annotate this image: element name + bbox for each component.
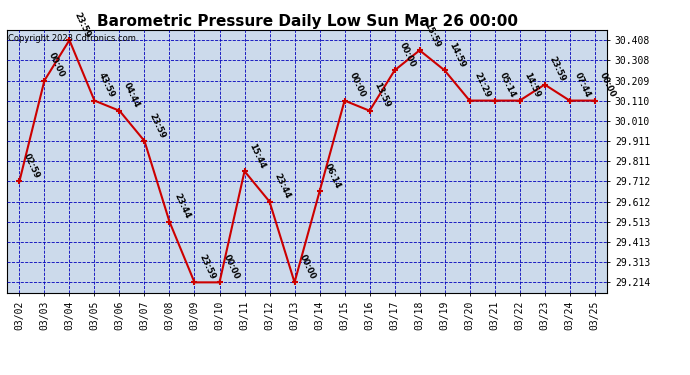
Text: 04:44: 04:44	[122, 81, 141, 110]
Text: 15:44: 15:44	[247, 142, 267, 170]
Text: 21:29: 21:29	[473, 71, 492, 99]
Text: 23:59: 23:59	[72, 11, 92, 39]
Text: 43:59: 43:59	[97, 71, 117, 99]
Text: 23:44: 23:44	[172, 192, 192, 220]
Text: 00:00: 00:00	[47, 51, 66, 79]
Text: 13:59: 13:59	[373, 81, 392, 110]
Text: 23:59: 23:59	[147, 112, 167, 140]
Text: 07:44: 07:44	[573, 71, 592, 99]
Text: 02:59: 02:59	[22, 152, 41, 180]
Text: 00:00: 00:00	[297, 253, 317, 281]
Text: 05:14: 05:14	[497, 71, 517, 99]
Text: Copyright 2023 Cdtronics.com: Copyright 2023 Cdtronics.com	[8, 34, 136, 43]
Text: 15:59: 15:59	[422, 21, 442, 49]
Text: 00:00: 00:00	[222, 253, 242, 281]
Text: 14:59: 14:59	[447, 41, 467, 69]
Text: 00:00: 00:00	[347, 72, 366, 99]
Text: 00:00: 00:00	[397, 41, 417, 69]
Text: 14:59: 14:59	[522, 71, 542, 99]
Text: 23:59: 23:59	[547, 55, 567, 83]
Text: 06:14: 06:14	[322, 162, 342, 190]
Text: 23:44: 23:44	[273, 172, 292, 200]
Text: 23:59: 23:59	[197, 253, 217, 281]
Text: 00:00: 00:00	[598, 72, 617, 99]
Title: Barometric Pressure Daily Low Sun Mar 26 00:00: Barometric Pressure Daily Low Sun Mar 26…	[97, 14, 518, 29]
